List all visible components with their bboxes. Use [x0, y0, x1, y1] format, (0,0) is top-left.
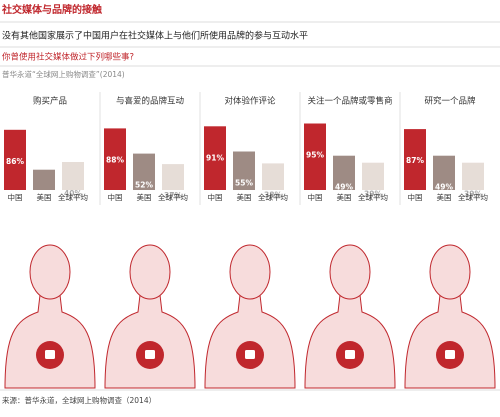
chart-title: 与喜爱的品牌互动	[116, 96, 185, 107]
bar	[133, 153, 155, 190]
value-label: 87%	[406, 156, 424, 165]
category-label: 美国	[37, 192, 52, 202]
category-label: 美国	[237, 192, 252, 202]
category-label: 美国	[137, 192, 152, 202]
value-label: 49%	[435, 183, 453, 192]
survey: 普华永道“全球网上购物调查”(2014)	[2, 69, 125, 79]
icon	[445, 350, 455, 359]
category-label: 美国	[337, 192, 352, 202]
source: 来源：普华永道，全球网上购物调查（2014）	[2, 395, 156, 405]
icon	[145, 350, 155, 359]
category-label: 美国	[437, 192, 452, 202]
category-label: 全球平均	[258, 192, 288, 202]
chart-title: 关注一个品牌或零售商	[307, 96, 392, 107]
chart-title: 对体验作评论	[224, 96, 276, 107]
subtitle: 没有其他国家展示了中国用户在社交媒体上与他们所使用品牌的参与互动水平	[2, 30, 308, 42]
question: 你曾使用社交媒体做过下列哪些事?	[2, 52, 134, 63]
bar	[162, 164, 184, 190]
head	[29, 244, 71, 300]
value-label: 91%	[206, 153, 224, 162]
head	[229, 244, 271, 300]
bar	[233, 151, 255, 190]
value-label: 52%	[135, 181, 153, 190]
category-label: 中国	[308, 192, 323, 202]
bar	[104, 128, 126, 190]
bar	[404, 129, 426, 190]
head	[429, 244, 471, 300]
value-label: 38%	[264, 190, 282, 199]
value-label: 29%	[35, 197, 53, 206]
bar	[304, 123, 326, 190]
category-label: 中国	[408, 192, 423, 202]
category-label: 全球平均	[158, 192, 188, 202]
bar	[262, 163, 284, 190]
value-label: 49%	[335, 183, 353, 192]
bar	[333, 155, 355, 190]
title: 社交媒体与品牌的接触	[1, 3, 102, 16]
icon	[245, 350, 255, 359]
head	[329, 244, 371, 300]
bar	[62, 162, 84, 190]
category-label: 中国	[8, 192, 23, 202]
bar	[362, 162, 384, 190]
bar	[4, 129, 26, 190]
value-label: 95%	[306, 151, 324, 160]
icon	[45, 350, 55, 359]
value-label: 39%	[464, 190, 482, 199]
value-label: 55%	[235, 179, 253, 188]
category-label: 中国	[208, 192, 223, 202]
chart-title: 研究一个品牌	[424, 96, 476, 107]
bar	[433, 155, 455, 190]
category-label: 全球平均	[58, 192, 88, 202]
value-label: 40%	[64, 189, 82, 198]
figures	[4, 244, 496, 389]
bar	[462, 162, 484, 190]
value-label: 86%	[6, 157, 24, 166]
chart-title: 购买产品	[33, 96, 67, 107]
bar	[204, 126, 226, 190]
category-label: 全球平均	[458, 192, 488, 202]
category-label: 中国	[108, 192, 123, 202]
bar	[33, 169, 55, 190]
icon	[345, 350, 355, 359]
head	[129, 244, 171, 300]
category-label: 全球平均	[358, 192, 388, 202]
value-label: 88%	[106, 155, 124, 164]
value-label: 37%	[164, 191, 182, 200]
value-label: 39%	[364, 190, 382, 199]
